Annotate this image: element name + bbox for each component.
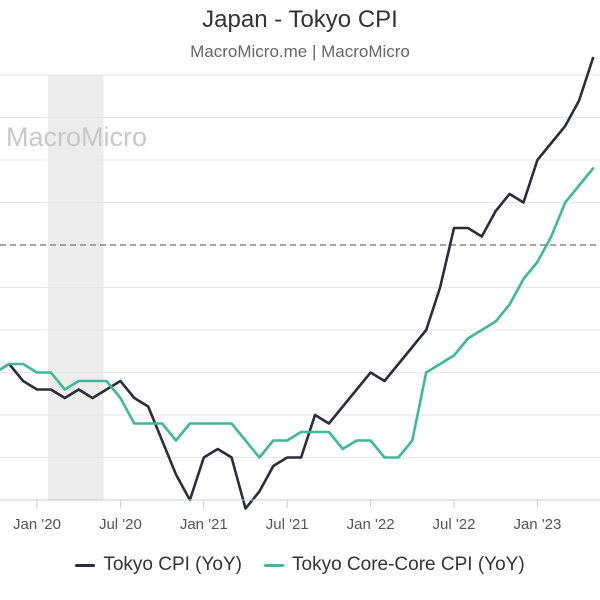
x-tick-label: Jan '20 xyxy=(13,516,61,533)
chart-title: Japan - Tokyo CPI xyxy=(202,6,398,33)
legend-item-core-core-cpi[interactable]: Tokyo Core-Core CPI (YoY) xyxy=(264,554,525,576)
chart-subtitle: MacroMicro.me | MacroMicro xyxy=(190,42,410,61)
x-tick-label: Jul '22 xyxy=(433,516,476,533)
series-line-core-core-cpi xyxy=(0,167,595,459)
x-tick-label: Jan '21 xyxy=(180,516,228,533)
series-line-tokyo-cpi xyxy=(0,56,595,510)
legend-swatch-core-core-cpi xyxy=(264,563,284,567)
series-layer xyxy=(0,56,595,510)
legend-label-tokyo-cpi: Tokyo CPI (YoY) xyxy=(103,554,242,575)
watermark-text: MacroMicro xyxy=(6,122,147,152)
x-tick-label: Jan '22 xyxy=(347,516,395,533)
x-tick-label: Jul '20 xyxy=(99,516,142,533)
legend: Tokyo CPI (YoY) Tokyo Core-Core CPI (YoY… xyxy=(0,554,600,576)
legend-item-tokyo-cpi[interactable]: Tokyo CPI (YoY) xyxy=(75,554,242,576)
x-tick-label: Jan '23 xyxy=(513,516,561,533)
x-axis-layer: Jan '20 Jul '20 Jan '21 Jul '21 Jan '22 Jul '… xyxy=(0,499,600,533)
legend-label-core-core-cpi: Tokyo Core-Core CPI (YoY) xyxy=(292,554,525,575)
x-tick-label: Jul '21 xyxy=(266,516,309,533)
legend-swatch-tokyo-cpi xyxy=(75,563,96,567)
